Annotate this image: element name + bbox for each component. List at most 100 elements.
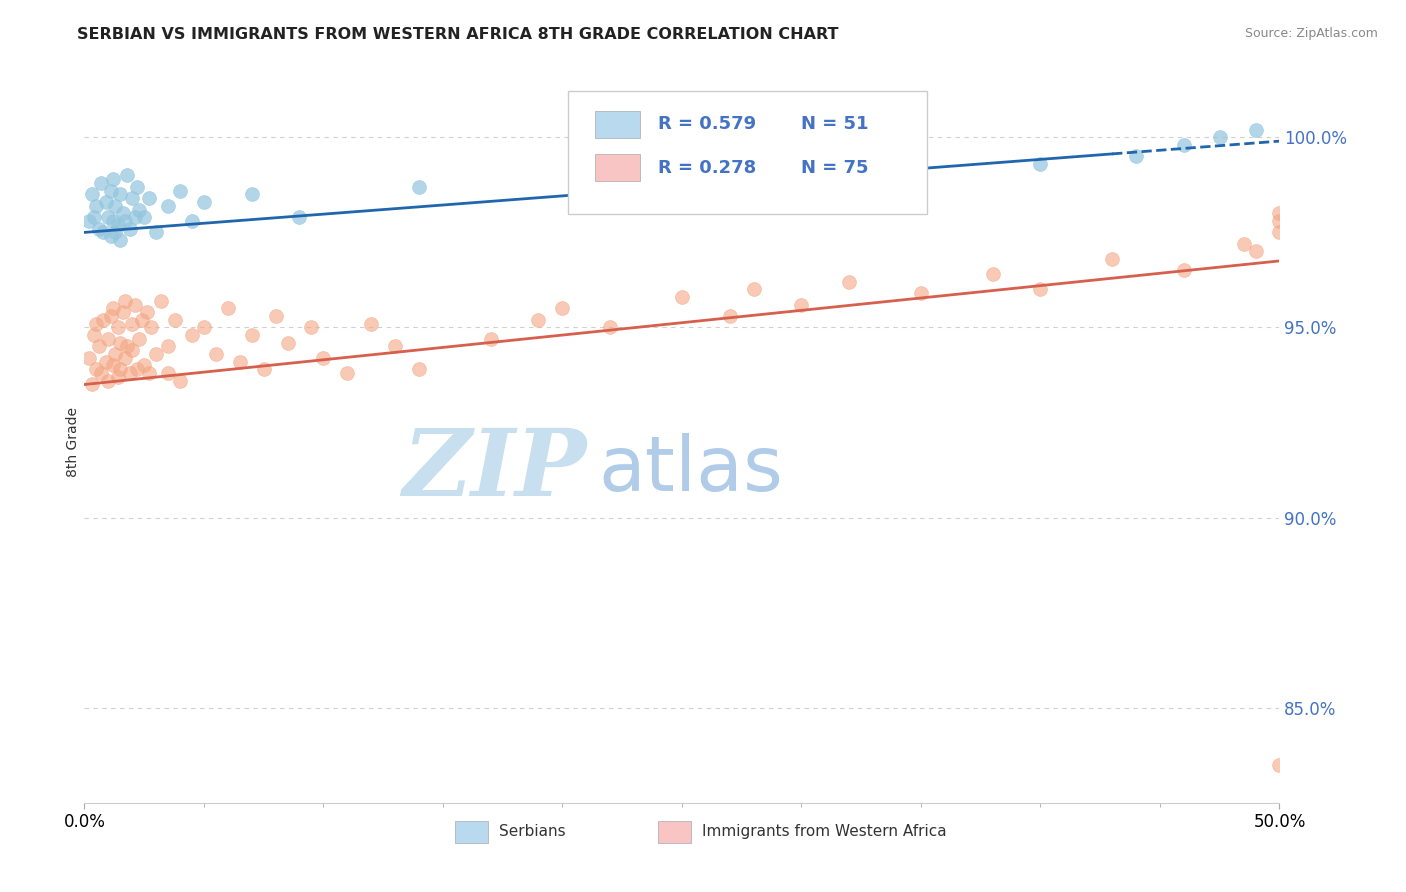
Point <box>128 202 150 217</box>
Point <box>1101 252 1123 266</box>
Point <box>94 194 117 209</box>
Point <box>100 309 122 323</box>
Point <box>312 351 335 365</box>
Point <box>1173 263 1195 277</box>
Point <box>1125 149 1147 163</box>
Point <box>107 320 129 334</box>
Point <box>87 339 110 353</box>
FancyBboxPatch shape <box>568 91 927 214</box>
Point <box>128 332 150 346</box>
Point <box>97 374 120 388</box>
Point <box>104 199 127 213</box>
Text: Source: ZipAtlas.com: Source: ZipAtlas.com <box>1244 27 1378 40</box>
Point <box>169 374 191 388</box>
Point <box>1268 214 1291 228</box>
Point <box>83 210 105 224</box>
Point <box>124 298 146 312</box>
Point <box>253 362 276 376</box>
Point <box>111 206 134 220</box>
Point <box>97 332 120 346</box>
Point <box>742 282 765 296</box>
Point <box>157 366 180 380</box>
Point <box>1233 236 1256 251</box>
Point <box>80 187 103 202</box>
Text: SERBIAN VS IMMIGRANTS FROM WESTERN AFRICA 8TH GRADE CORRELATION CHART: SERBIAN VS IMMIGRANTS FROM WESTERN AFRIC… <box>77 27 839 42</box>
Point <box>718 309 741 323</box>
Point <box>551 301 574 316</box>
Point <box>86 362 108 376</box>
Point <box>1244 122 1267 136</box>
Point <box>93 226 115 240</box>
Point <box>138 191 160 205</box>
Point <box>107 370 129 384</box>
Point <box>135 305 157 319</box>
Bar <box>456 821 488 843</box>
Point <box>1029 157 1052 171</box>
Point <box>101 359 124 373</box>
Point <box>360 317 382 331</box>
Point <box>181 214 204 228</box>
Point <box>240 328 263 343</box>
Point <box>101 301 124 316</box>
Point <box>288 210 311 224</box>
Point <box>1268 757 1291 772</box>
Point <box>114 214 136 228</box>
Text: N = 75: N = 75 <box>801 159 869 177</box>
Point <box>125 362 148 376</box>
Text: R = 0.579: R = 0.579 <box>658 115 756 133</box>
Point <box>77 351 100 365</box>
Point <box>101 214 124 228</box>
Point <box>90 366 112 380</box>
Point <box>117 169 139 183</box>
Point <box>981 267 1004 281</box>
Text: Serbians: Serbians <box>499 824 565 839</box>
Text: ZIP: ZIP <box>402 425 586 516</box>
Point <box>80 377 103 392</box>
Point <box>157 339 180 353</box>
Point <box>83 328 105 343</box>
Point <box>240 187 263 202</box>
Point <box>124 210 146 224</box>
Point <box>671 290 693 304</box>
Point <box>157 199 180 213</box>
Point <box>110 335 132 350</box>
Point <box>121 191 143 205</box>
Bar <box>595 111 640 138</box>
Point <box>336 366 359 380</box>
Point <box>217 301 239 316</box>
Point <box>132 210 156 224</box>
Point <box>205 347 228 361</box>
Point <box>169 184 191 198</box>
Bar <box>658 821 692 843</box>
Point <box>111 305 134 319</box>
Point <box>1209 130 1232 145</box>
Point <box>107 218 129 232</box>
Point <box>86 199 108 213</box>
Point <box>229 354 252 368</box>
Point <box>1029 282 1052 296</box>
Point <box>110 362 132 376</box>
Point <box>193 194 215 209</box>
Point <box>77 214 100 228</box>
Text: Immigrants from Western Africa: Immigrants from Western Africa <box>702 824 946 839</box>
Point <box>100 229 122 244</box>
Y-axis label: 8th Grade: 8th Grade <box>66 407 80 476</box>
Point <box>93 313 115 327</box>
Point <box>94 354 117 368</box>
Point <box>87 221 110 235</box>
Point <box>408 362 430 376</box>
Point <box>114 293 136 308</box>
Point <box>599 320 621 334</box>
Point <box>838 275 860 289</box>
Point <box>121 343 143 358</box>
Point <box>118 366 141 380</box>
Text: R = 0.278: R = 0.278 <box>658 159 756 177</box>
Point <box>121 317 143 331</box>
Point <box>479 332 502 346</box>
Point <box>97 210 120 224</box>
Point <box>149 293 172 308</box>
Point <box>277 335 299 350</box>
Point <box>145 347 167 361</box>
Point <box>181 328 204 343</box>
Point <box>264 309 287 323</box>
